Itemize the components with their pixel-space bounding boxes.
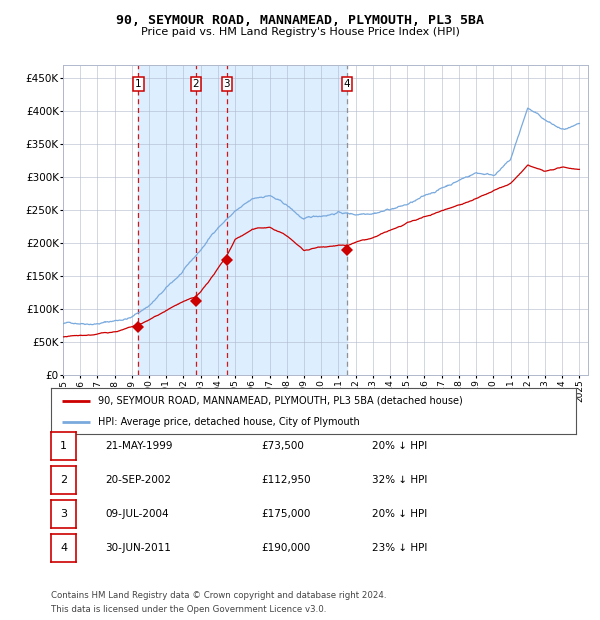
Text: 90, SEYMOUR ROAD, MANNAMEAD, PLYMOUTH, PL3 5BA: 90, SEYMOUR ROAD, MANNAMEAD, PLYMOUTH, P… [116,14,484,27]
Text: 09-JUL-2004: 09-JUL-2004 [105,509,169,520]
Text: 2: 2 [60,475,67,485]
Bar [139,65,347,375]
Text: £73,500: £73,500 [261,441,304,451]
Text: 1: 1 [60,441,67,451]
Text: 2: 2 [193,79,199,89]
Text: 20-SEP-2002: 20-SEP-2002 [105,475,171,485]
Text: Contains HM Land Registry data © Crown copyright and database right 2024.: Contains HM Land Registry data © Crown c… [51,590,386,600]
Text: 3: 3 [60,509,67,520]
Text: 30-JUN-2011: 30-JUN-2011 [105,543,171,554]
Text: 90, SEYMOUR ROAD, MANNAMEAD, PLYMOUTH, PL3 5BA (detached house): 90, SEYMOUR ROAD, MANNAMEAD, PLYMOUTH, P… [98,396,463,405]
Text: 3: 3 [224,79,230,89]
Text: £175,000: £175,000 [261,509,310,520]
Text: £190,000: £190,000 [261,543,310,554]
Text: HPI: Average price, detached house, City of Plymouth: HPI: Average price, detached house, City… [98,417,360,427]
Text: This data is licensed under the Open Government Licence v3.0.: This data is licensed under the Open Gov… [51,604,326,614]
Text: 20% ↓ HPI: 20% ↓ HPI [372,441,427,451]
Text: 4: 4 [344,79,350,89]
Text: £112,950: £112,950 [261,475,311,485]
Text: 1: 1 [135,79,142,89]
Text: 32% ↓ HPI: 32% ↓ HPI [372,475,427,485]
Text: 23% ↓ HPI: 23% ↓ HPI [372,543,427,554]
Text: 21-MAY-1999: 21-MAY-1999 [105,441,173,451]
Text: 20% ↓ HPI: 20% ↓ HPI [372,509,427,520]
Text: Price paid vs. HM Land Registry's House Price Index (HPI): Price paid vs. HM Land Registry's House … [140,27,460,37]
Text: 4: 4 [60,543,67,554]
